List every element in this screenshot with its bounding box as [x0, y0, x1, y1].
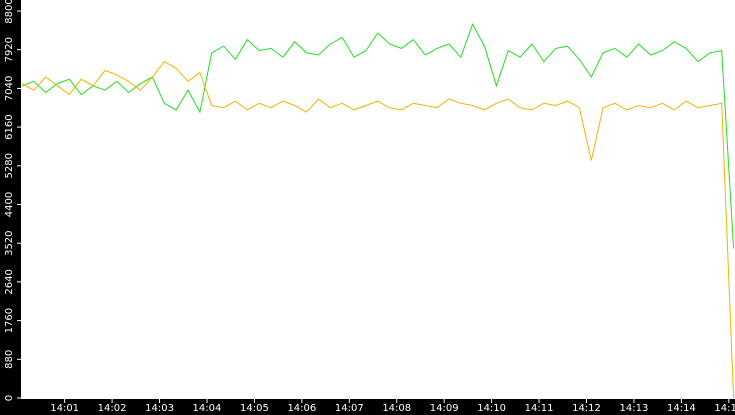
x-tick-label: 14:15 [714, 403, 735, 414]
x-tick-label: 14:13 [620, 403, 649, 414]
x-tick-label: 14:04 [193, 403, 222, 414]
y-tick-label: 0 [4, 395, 15, 401]
x-tick-label: 14:07 [335, 403, 364, 414]
x-tick-label: 14:08 [382, 403, 411, 414]
x-tick-label: 14:09 [430, 403, 459, 414]
y-tick-label: 8800 [4, 0, 15, 24]
series-line [21, 60, 735, 399]
y-axis-band [0, 0, 21, 415]
y-tick-label: 6160 [4, 114, 15, 139]
x-axis-band [0, 399, 735, 415]
x-tick-label: 14:05 [240, 403, 269, 414]
y-tick-label: 2640 [4, 269, 15, 294]
y-tick-label: 4400 [4, 192, 15, 217]
series-line [21, 22, 735, 249]
x-tick-label: 14:12 [572, 403, 601, 414]
x-tick-label: 14:10 [477, 403, 506, 414]
y-tick-label: 3520 [4, 230, 15, 255]
y-tick-label: 5280 [4, 153, 15, 178]
x-tick-label: 14:11 [525, 403, 554, 414]
y-tick-label: 1760 [4, 308, 15, 333]
x-tick-label: 14:01 [50, 403, 79, 414]
x-tick-label: 14:03 [145, 403, 174, 414]
x-tick-label: 14:06 [287, 403, 316, 414]
y-tick-label: 7920 [4, 37, 15, 62]
y-tick-label: 880 [4, 350, 15, 369]
x-tick-label: 14:14 [667, 403, 696, 414]
x-tick-label: 14:02 [98, 403, 127, 414]
y-tick-label: 7040 [4, 76, 15, 101]
